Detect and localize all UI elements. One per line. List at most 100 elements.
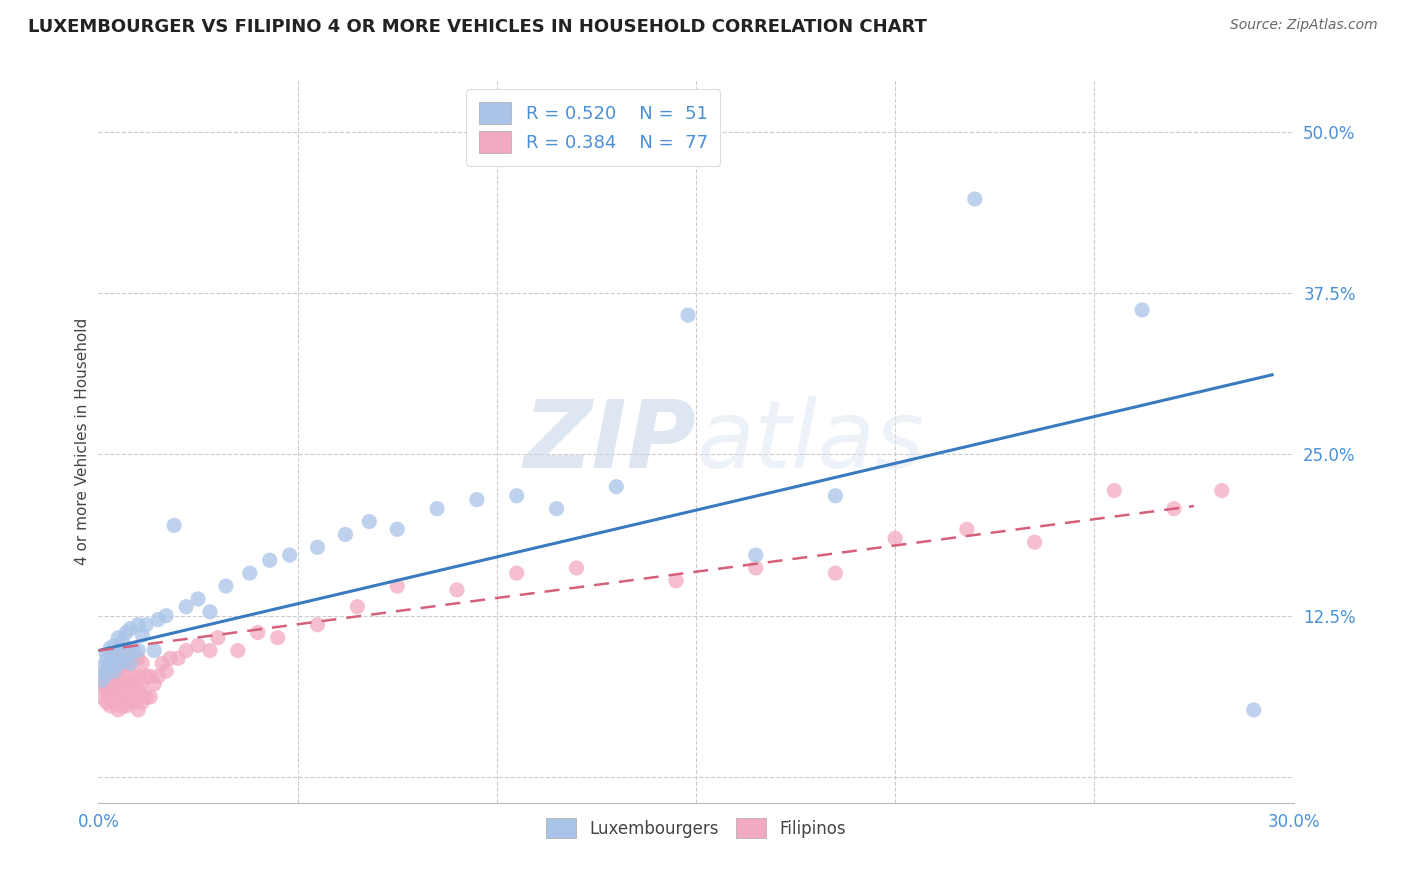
Point bbox=[98, 699, 122, 714]
Point bbox=[307, 541, 329, 555]
Point bbox=[131, 628, 153, 642]
Point bbox=[115, 643, 138, 657]
Point bbox=[127, 617, 149, 632]
Point bbox=[676, 308, 699, 322]
Point bbox=[103, 651, 125, 665]
Point bbox=[107, 703, 129, 717]
Point bbox=[215, 579, 238, 593]
Point bbox=[1104, 483, 1126, 498]
Point bbox=[1024, 535, 1046, 549]
Point bbox=[131, 677, 153, 691]
Point bbox=[278, 548, 301, 562]
Point bbox=[124, 682, 146, 697]
Point bbox=[824, 489, 846, 503]
Point bbox=[98, 640, 122, 655]
Point bbox=[745, 561, 768, 575]
Point bbox=[426, 501, 449, 516]
Point bbox=[259, 553, 281, 567]
Point bbox=[107, 631, 129, 645]
Point bbox=[187, 591, 209, 606]
Point bbox=[96, 664, 118, 678]
Point bbox=[91, 660, 114, 674]
Point bbox=[307, 617, 329, 632]
Point bbox=[120, 695, 142, 709]
Point bbox=[239, 566, 262, 581]
Point bbox=[187, 639, 209, 653]
Legend: Luxembourgers, Filipinos: Luxembourgers, Filipinos bbox=[540, 812, 852, 845]
Point bbox=[198, 643, 221, 657]
Point bbox=[135, 690, 157, 704]
Point bbox=[124, 669, 146, 683]
Point bbox=[605, 480, 627, 494]
Point bbox=[167, 651, 190, 665]
Point bbox=[163, 518, 186, 533]
Text: Source: ZipAtlas.com: Source: ZipAtlas.com bbox=[1230, 18, 1378, 32]
Point bbox=[115, 625, 138, 640]
Point bbox=[135, 617, 157, 632]
Point bbox=[115, 669, 138, 683]
Point bbox=[111, 651, 134, 665]
Point bbox=[96, 648, 118, 662]
Point bbox=[745, 548, 768, 562]
Point bbox=[385, 522, 409, 536]
Point bbox=[1130, 302, 1153, 317]
Point bbox=[115, 657, 138, 671]
Point bbox=[98, 657, 122, 671]
Point bbox=[103, 651, 125, 665]
Point bbox=[96, 682, 118, 697]
Point bbox=[665, 574, 688, 588]
Point bbox=[546, 501, 568, 516]
Point bbox=[115, 699, 138, 714]
Point bbox=[148, 669, 170, 683]
Point bbox=[103, 673, 125, 688]
Point bbox=[267, 631, 290, 645]
Point bbox=[135, 669, 157, 683]
Point bbox=[96, 695, 118, 709]
Point bbox=[127, 682, 149, 697]
Point bbox=[120, 657, 142, 671]
Point bbox=[956, 522, 979, 536]
Point bbox=[120, 677, 142, 691]
Y-axis label: 4 or more Vehicles in Household: 4 or more Vehicles in Household bbox=[75, 318, 90, 566]
Point bbox=[139, 669, 162, 683]
Point bbox=[107, 657, 129, 671]
Point bbox=[226, 643, 249, 657]
Point bbox=[103, 695, 125, 709]
Point bbox=[124, 651, 146, 665]
Point bbox=[111, 673, 134, 688]
Point bbox=[143, 677, 166, 691]
Point bbox=[111, 686, 134, 700]
Point bbox=[98, 648, 122, 662]
Point bbox=[111, 660, 134, 674]
Point bbox=[207, 631, 229, 645]
Point bbox=[107, 648, 129, 662]
Point bbox=[174, 599, 197, 614]
Text: ZIP: ZIP bbox=[523, 395, 696, 488]
Point bbox=[107, 677, 129, 691]
Point bbox=[127, 703, 149, 717]
Point bbox=[103, 639, 125, 653]
Point bbox=[111, 634, 134, 648]
Point bbox=[150, 657, 173, 671]
Point bbox=[115, 682, 138, 697]
Text: atlas: atlas bbox=[696, 396, 924, 487]
Point bbox=[155, 664, 177, 678]
Point bbox=[1211, 483, 1233, 498]
Point bbox=[174, 643, 197, 657]
Point bbox=[385, 579, 409, 593]
Point bbox=[103, 682, 125, 697]
Point bbox=[120, 622, 142, 636]
Point bbox=[346, 599, 368, 614]
Point bbox=[159, 651, 181, 665]
Point bbox=[98, 682, 122, 697]
Point bbox=[103, 660, 125, 674]
Point bbox=[246, 625, 269, 640]
Point bbox=[103, 664, 125, 678]
Point bbox=[124, 695, 146, 709]
Point bbox=[107, 664, 129, 678]
Point bbox=[884, 531, 907, 545]
Point bbox=[91, 677, 114, 691]
Point bbox=[359, 515, 381, 529]
Point bbox=[96, 673, 118, 688]
Point bbox=[335, 527, 357, 541]
